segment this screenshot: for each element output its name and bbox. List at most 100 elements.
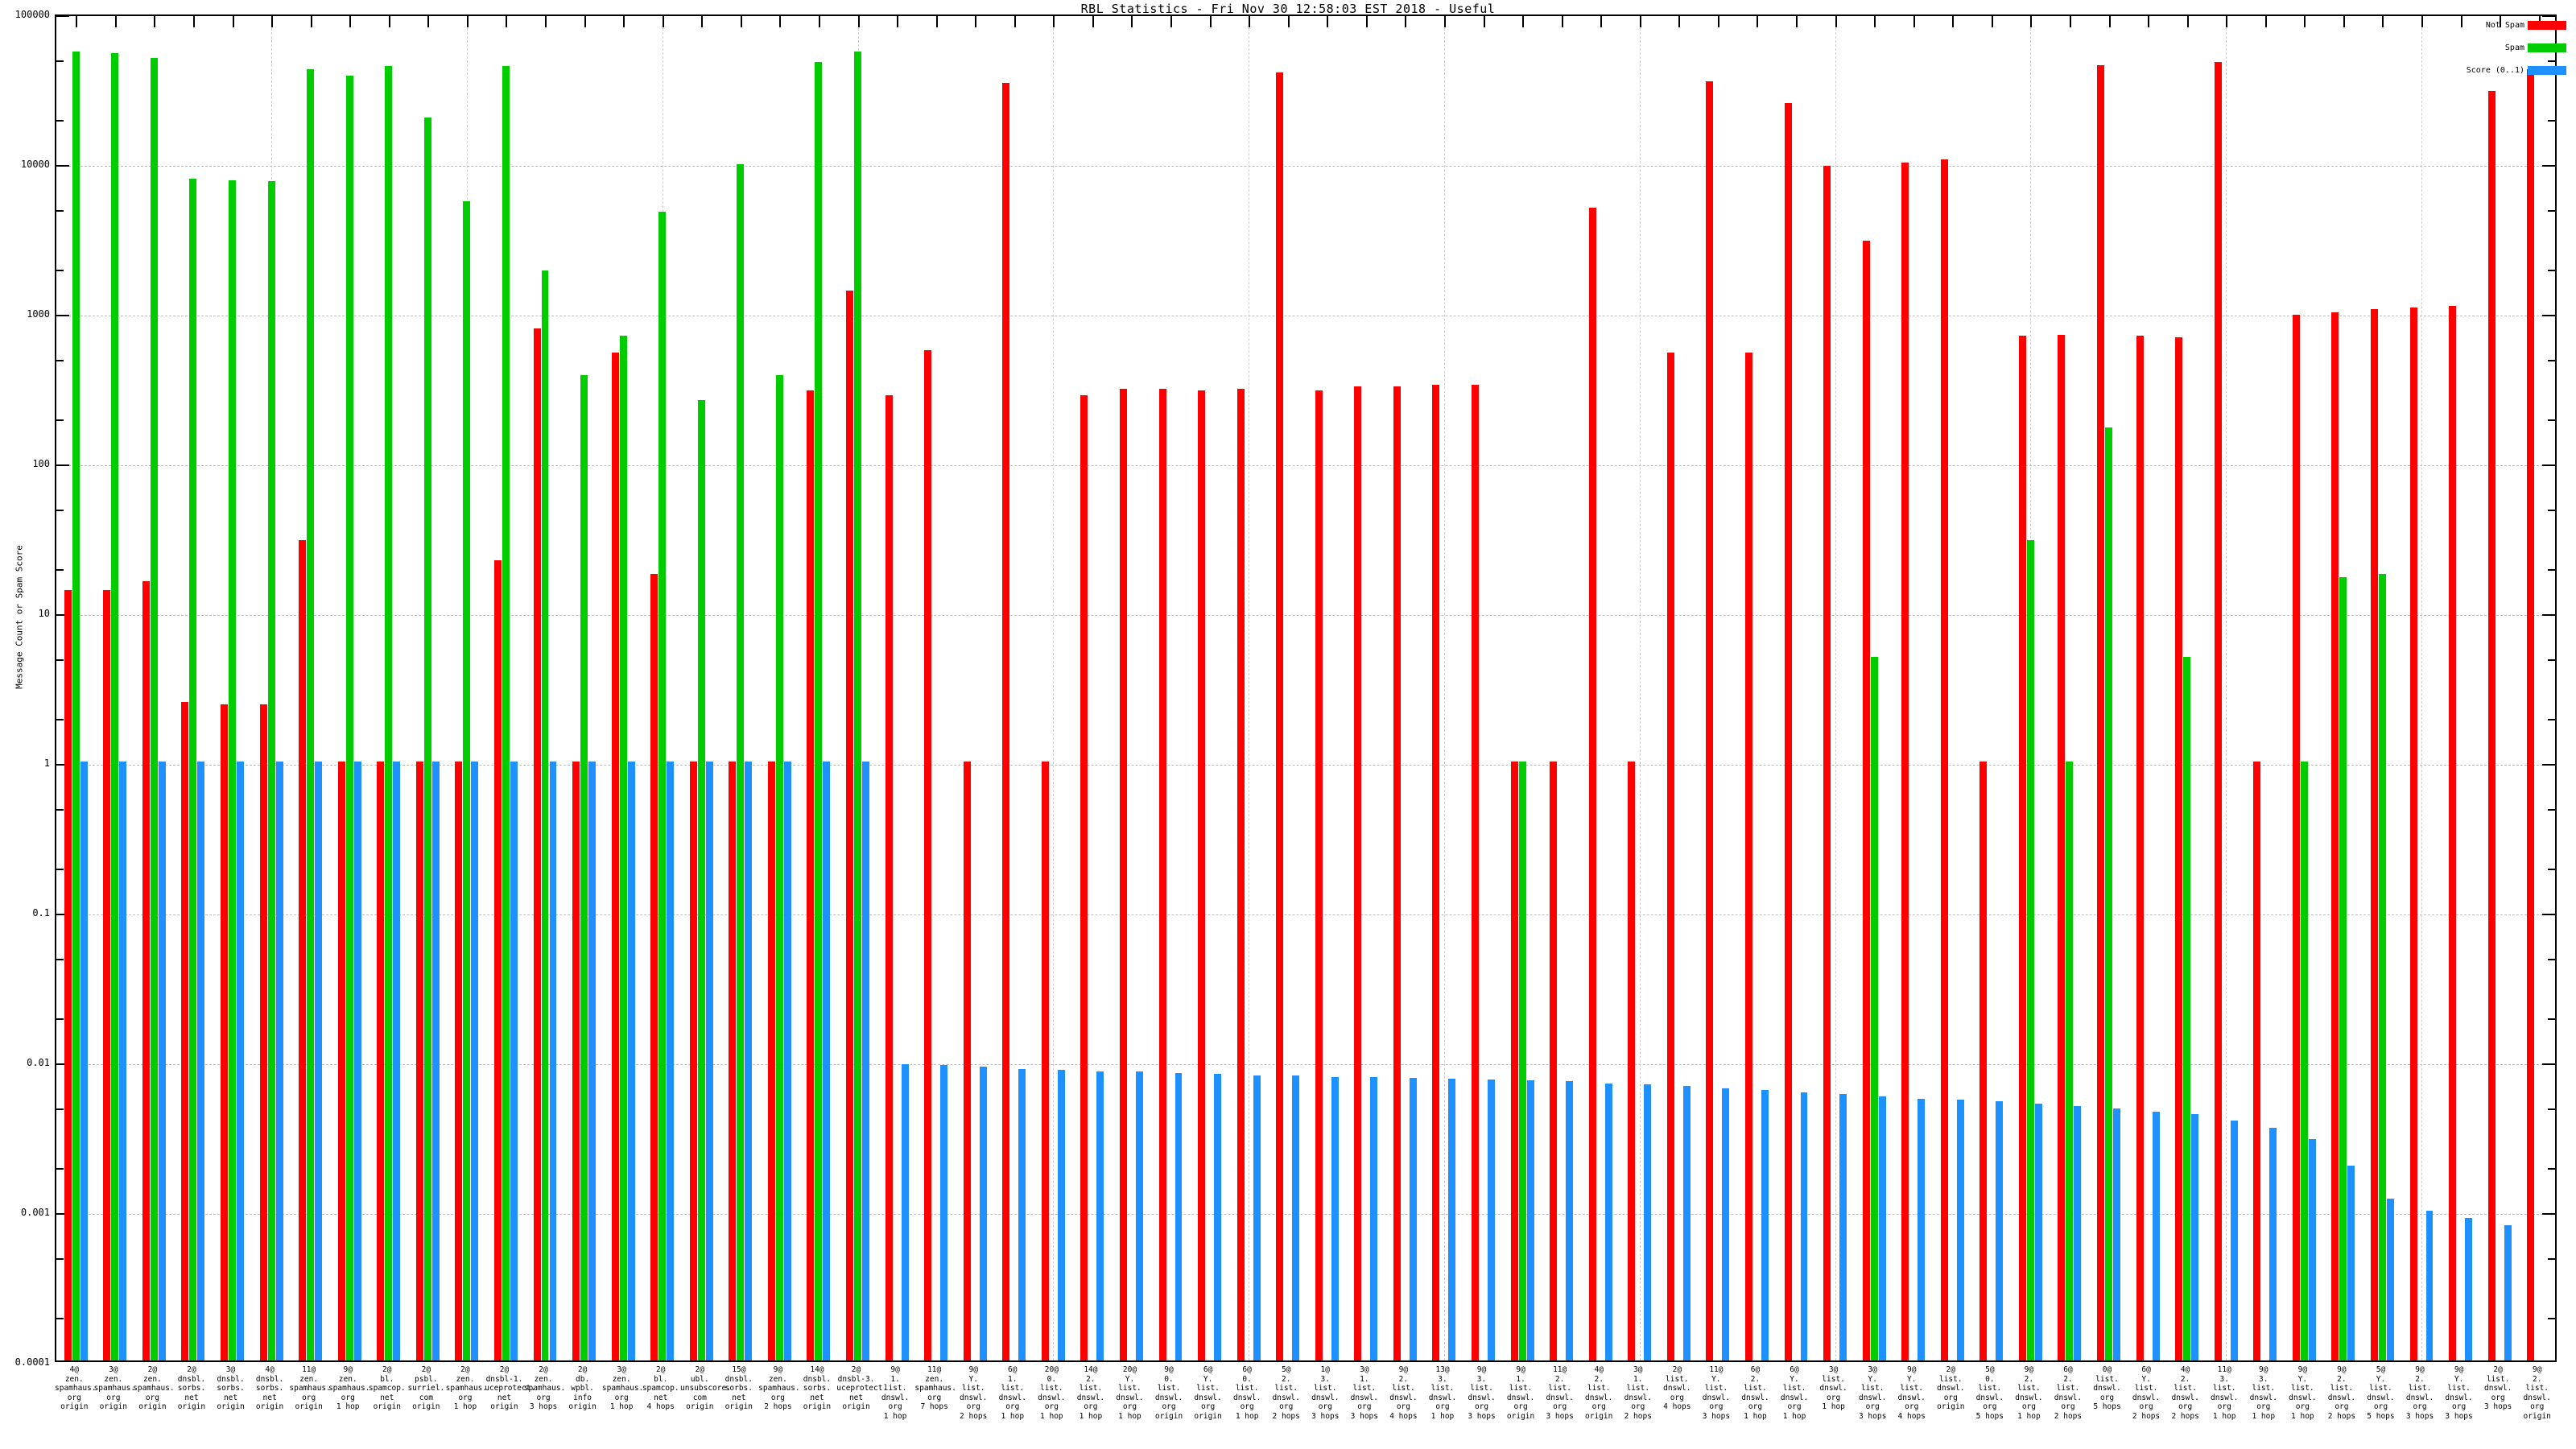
x-tick [2460,16,2462,27]
bar-score [705,762,713,1360]
bar-group [1901,16,1926,1360]
bar-not-spam [2487,91,2496,1360]
y-tick-minor [56,1108,64,1110]
bar-score [275,762,283,1360]
legend-item-spam: Spam [2438,40,2566,55]
x-tick [1913,16,1915,27]
chart-legend: Not Spam Spam Score (0..1) [2438,18,2566,85]
bar-spam [385,66,393,1360]
bar-score [1526,1080,1534,1360]
bar-spam [1518,762,1526,1360]
x-tick [1952,16,1955,27]
x-axis-label: 2@ list. dnswl. org 3 hops [2483,1365,2512,1411]
bar-score [2113,1108,2120,1360]
x-tick [1483,16,1485,27]
x-tick [1131,16,1133,27]
y-tick-major-right [2542,764,2555,766]
bar-spam [580,375,588,1360]
x-tick [506,16,508,27]
bar-not-spam [885,394,893,1360]
bar-spam [463,201,471,1360]
bar-not-spam [767,762,775,1360]
bar-score [901,1064,909,1360]
bar-group [455,16,479,1360]
x-tick [662,16,664,27]
y-tick-major [56,614,69,616]
bar-score [1214,1074,1222,1360]
bar-score [1253,1075,1261,1360]
x-tick [2382,16,2384,27]
bar-group [1784,16,1808,1360]
x-axis-label: 6@ Y. list. dnswl. org 1 hop [1780,1365,1809,1421]
y-tick-minor [56,359,64,361]
y-tick-major [56,165,69,167]
x-axis-label: 9@ 1. list. dnswl. org 1 hop [881,1365,910,1421]
bar-score [1918,1098,1926,1360]
bar-not-spam [2097,64,2105,1360]
bar-not-spam [1354,386,1362,1360]
bar-score [1409,1078,1417,1360]
bar-group [767,16,791,1360]
x-tick [1053,16,1055,27]
bar-not-spam [1276,72,1284,1360]
x-axis-label: 3@ zen. spamhaus. org origin [93,1365,136,1411]
bar-not-spam [2370,309,2378,1360]
bar-series-container [56,16,2555,1360]
gridline [56,914,2555,915]
x-axis-label: 6@ 2. list. dnswl. org 1 hop [1741,1365,1769,1421]
bar-not-spam [2214,62,2222,1360]
x-tick [701,16,704,27]
x-axis-label: 0@ list. dnswl. org 5 hops [2093,1365,2121,1411]
x-axis-label: 11@ Y. list. dnswl. org 3 hops [1702,1365,1731,1421]
x-tick [1209,16,1212,27]
bar-group [689,16,713,1360]
bar-not-spam [650,573,658,1360]
x-axis-label: 9@ 2. list. dnswl. org 2 hops [2327,1365,2356,1421]
legend-item-not-spam: Not Spam [2438,18,2566,32]
x-axis-label: 2@ dnsbl. sorbs. net origin [177,1365,206,1411]
x-axis-label: 3@ list. dnswl. org 1 hop [1819,1365,1847,1411]
bar-group [1940,16,1964,1360]
x-tick [2421,16,2424,27]
bar-group [924,16,948,1360]
x-tick [1405,16,1407,27]
bar-score [119,762,127,1360]
x-tick [1874,16,1876,27]
y-tick-label: 0.001 [20,1207,50,1218]
bar-not-spam [1784,102,1792,1360]
x-axis-label: 9@ 3. list. dnswl. org 3 hops [1468,1365,1496,1421]
x-axis-label: 6@ 1. list. dnswl. org 1 hop [998,1365,1026,1421]
y-tick-label: 1 [43,758,50,769]
bar-spam [2105,427,2112,1360]
y-tick-minor-right [2548,359,2555,361]
x-tick [349,16,352,27]
y-tick-label: 10000 [20,159,50,170]
y-tick-minor [56,869,64,870]
bar-score [1604,1083,1612,1360]
bar-not-spam [1198,390,1206,1360]
bar-not-spam [415,762,423,1360]
bar-score [1370,1077,1378,1360]
bar-group [611,16,635,1360]
bar-group [1393,16,1417,1360]
x-axis-label: 2@ dnsbl-1. uceprotect. net origin [485,1365,536,1411]
bar-group [1862,16,1886,1360]
y-tick-minor [56,1257,64,1260]
bar-not-spam [1979,762,1988,1360]
x-axis-label: 9@ 3. list. dnswl. org 1 hop [2249,1365,2277,1421]
gridline [56,1214,2555,1215]
x-axis-label: 14@ dnsbl. sorbs. net origin [803,1365,832,1411]
legend-swatch-not-spam [2528,20,2566,30]
bar-group [1276,16,1300,1360]
bar-group [1979,16,2004,1360]
x-axis-label: 2@ list. dnswl. org 4 hops [1663,1365,1691,1411]
y-tick-major-right [2542,165,2555,167]
x-tick [1287,16,1290,27]
bar-score [2386,1199,2394,1360]
x-axis-label: 9@ Y. list. dnswl. org 3 hops [2445,1365,2473,1421]
x-tick [2108,16,2111,27]
x-tick [975,16,977,27]
bar-group [221,16,244,1360]
bar-score [237,762,244,1360]
